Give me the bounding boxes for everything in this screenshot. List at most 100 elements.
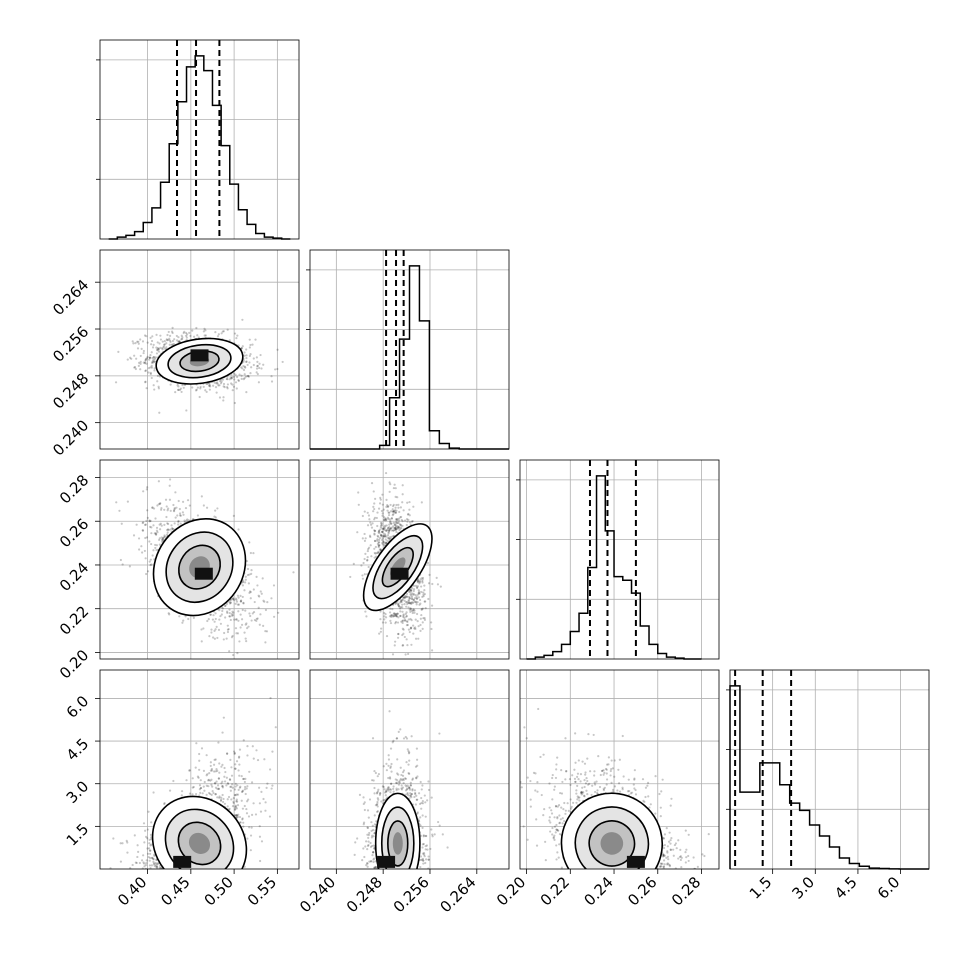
sample-point	[183, 330, 186, 333]
sample-point	[226, 328, 229, 331]
sample-point	[400, 600, 403, 603]
sample-point	[377, 541, 381, 544]
sample-point	[234, 807, 237, 811]
sample-point	[262, 363, 265, 366]
sample-point	[413, 596, 417, 600]
sample-point	[159, 346, 162, 349]
sample-point	[171, 527, 174, 530]
sample-point	[399, 527, 402, 530]
sample-point	[245, 356, 248, 360]
sample-point	[422, 595, 425, 598]
sample-point	[142, 349, 145, 353]
sample-point	[189, 334, 192, 338]
sample-point	[411, 610, 414, 613]
sample-point	[245, 360, 248, 363]
sample-point	[244, 623, 247, 626]
sample-point	[177, 523, 180, 526]
sample-point	[379, 496, 382, 499]
sample-point	[385, 505, 388, 508]
sample-point	[158, 537, 161, 540]
sample-point	[245, 559, 249, 563]
sample-point	[420, 613, 423, 617]
sample-point	[396, 526, 399, 529]
sample-point	[398, 525, 401, 529]
sample-point	[411, 597, 414, 601]
sample-point	[151, 506, 154, 509]
sample-point	[137, 537, 141, 540]
sample-point	[152, 791, 155, 794]
sample-point	[379, 533, 382, 536]
sample-point	[159, 522, 162, 525]
sample-point	[405, 517, 409, 521]
sample-point	[224, 616, 227, 619]
sample-point	[211, 636, 215, 639]
sample-point	[229, 601, 232, 604]
sample-point	[220, 332, 223, 335]
sample-point	[233, 332, 237, 335]
sample-point	[361, 514, 364, 518]
sample-point	[292, 571, 295, 574]
sample-point	[232, 598, 235, 601]
sample-point	[361, 537, 364, 540]
sample-point	[117, 350, 120, 353]
sample-point	[140, 545, 143, 548]
sample-point	[185, 779, 188, 782]
sample-point	[205, 390, 208, 394]
sample-point	[242, 360, 245, 363]
sample-point	[381, 512, 384, 515]
sample-point	[149, 856, 152, 860]
sample-point	[137, 361, 141, 364]
sample-point	[159, 502, 162, 505]
sample-point	[159, 338, 163, 341]
sample-point	[369, 544, 372, 547]
sample-point	[115, 501, 118, 504]
sample-point	[172, 510, 176, 513]
sample-point	[202, 627, 205, 630]
sample-point	[143, 334, 147, 337]
sample-point	[388, 536, 391, 539]
sample-point	[397, 632, 400, 636]
sample-point	[399, 523, 402, 526]
sample-point	[168, 498, 172, 501]
sample-point	[377, 530, 381, 533]
sample-point	[408, 608, 411, 611]
sample-point	[399, 601, 402, 604]
sample-point	[407, 606, 410, 609]
panel-frame	[729, 669, 930, 870]
sample-point	[383, 518, 386, 522]
sample-point	[407, 512, 410, 516]
sample-point	[259, 353, 262, 357]
sample-point	[388, 528, 391, 532]
sample-point	[270, 380, 274, 383]
sample-point	[232, 385, 236, 388]
sample-point	[246, 375, 249, 378]
sample-point	[378, 632, 381, 635]
sample-point	[388, 490, 391, 493]
sample-point	[166, 528, 170, 531]
sample-point	[187, 617, 190, 621]
sample-point	[383, 532, 386, 535]
sample-point	[417, 589, 420, 592]
sample-point	[421, 607, 424, 610]
sample-point	[378, 502, 382, 505]
sample-point	[153, 369, 156, 372]
sample-point	[391, 608, 394, 611]
sample-point	[404, 653, 407, 656]
sample-point	[365, 615, 368, 618]
sample-point	[126, 841, 129, 844]
sample-point	[202, 785, 205, 788]
sample-point	[361, 574, 364, 577]
sample-point	[414, 584, 418, 587]
sample-point	[247, 375, 250, 378]
sample-point	[137, 364, 140, 367]
sample-point	[156, 341, 159, 344]
sample-point	[255, 367, 259, 370]
sample-point	[391, 510, 395, 514]
sample-point	[374, 529, 377, 533]
sample-point	[384, 535, 387, 538]
sample-point	[195, 388, 198, 391]
sample-point	[401, 603, 404, 606]
sample-point	[137, 342, 140, 345]
sample-point	[393, 510, 396, 513]
sample-point	[386, 504, 389, 507]
